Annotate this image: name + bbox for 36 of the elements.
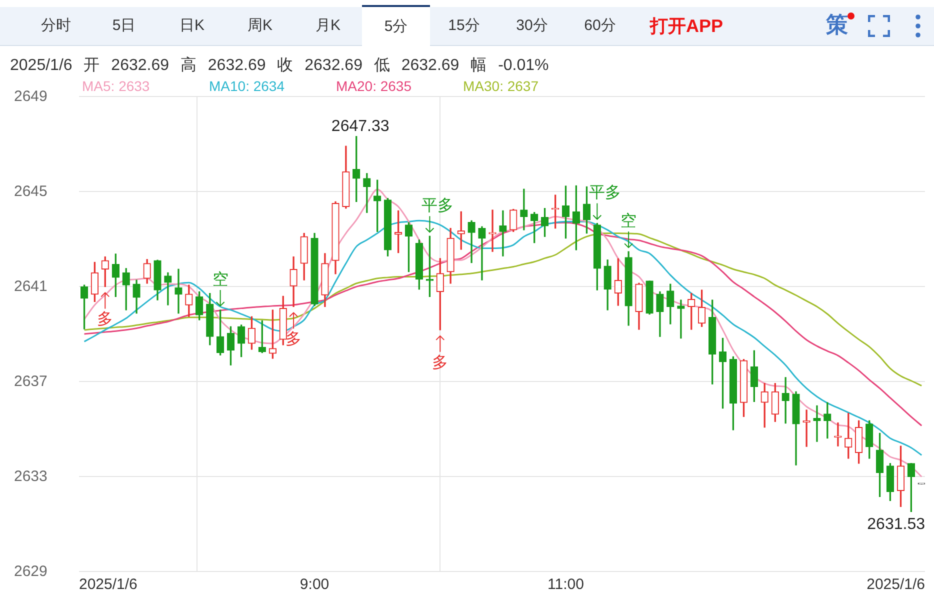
annotation: 多 [432, 353, 448, 372]
annotation: 平多 [589, 184, 622, 202]
y-tick-label: 2641 [14, 278, 48, 295]
text: 15分 [447, 16, 481, 36]
y-tick-label: 2629 [14, 562, 48, 580]
x-tick-label: 2025/1/6 [866, 576, 925, 593]
x-tick-label: 11:00 [548, 576, 584, 593]
chart-subtitle: 2025/1/6 开 2632.69 高 2632.69 收 2632.69 低 2632.69 幅 -0.01% [10, 57, 549, 75]
text: 周K [246, 16, 274, 36]
text: MA30: 2637 [463, 78, 540, 94]
text: 60分 [583, 16, 617, 36]
text: 30分 [515, 16, 549, 36]
text: 日K [178, 16, 206, 36]
text: 5日 [111, 16, 137, 36]
x-tick-label: 9:00 [300, 576, 330, 593]
annotation: 2647.33 [331, 118, 390, 135]
annotation: 多 [286, 330, 302, 348]
y-tick-label: 2637 [14, 372, 48, 390]
y-tick-label: 2645 [14, 182, 48, 200]
text: 打开APP [650, 15, 724, 38]
text: MA5: 2633 [82, 78, 151, 94]
y-tick-label: 2649 [14, 88, 48, 105]
annotation: 空 [212, 270, 228, 288]
text: MA10: 2634 [209, 78, 286, 94]
text: 分时 [40, 16, 72, 36]
text: MA20: 2635 [336, 78, 412, 94]
annotation: 多 [97, 310, 114, 328]
annotation: 2631.53 [867, 516, 926, 534]
x-tick-label: 2025/1/6 [79, 576, 138, 593]
line-series [84, 232, 922, 386]
y-tick-label: 2633 [14, 468, 48, 485]
annotation: 空 [620, 212, 637, 230]
annotation: 平多 [422, 196, 454, 215]
text: 策 [826, 12, 848, 38]
text: 5分 [362, 5, 430, 46]
text: 月K [314, 16, 342, 36]
